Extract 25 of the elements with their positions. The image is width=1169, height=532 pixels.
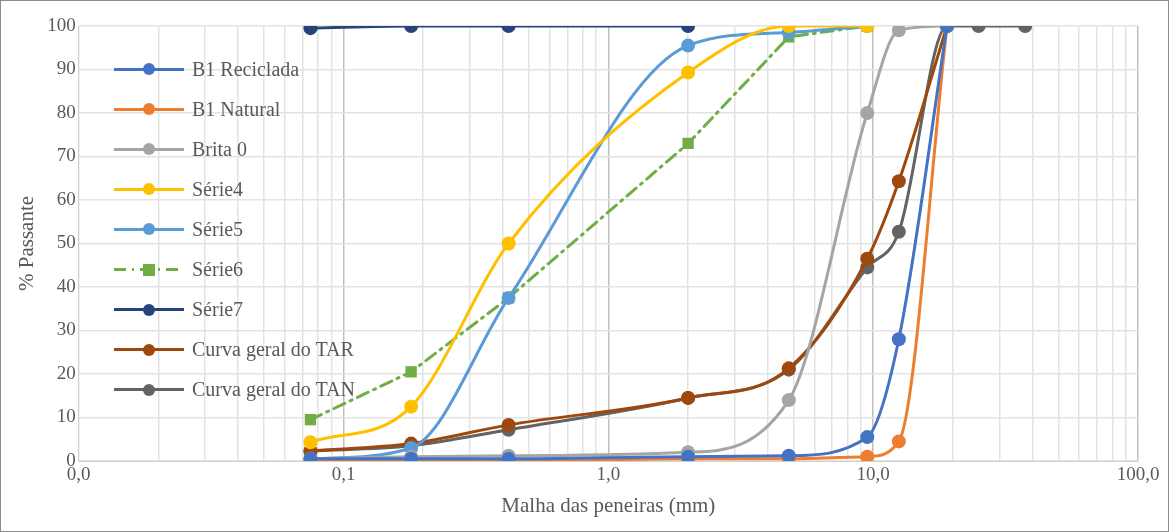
x-tick-label: 0,1: [331, 463, 356, 485]
x-tick-label: 10,0: [856, 463, 890, 485]
legend-label: Série5: [192, 217, 244, 241]
y-tick-label: 90: [56, 57, 76, 79]
y-tick-label: 100: [47, 13, 76, 35]
y-tick-label: 40: [56, 274, 76, 296]
legend-label: Curva geral do TAR: [192, 338, 354, 362]
legend-label: B1 Natural: [192, 97, 281, 121]
y-axis-title: % Passante: [14, 195, 39, 292]
x-tick-label: 100,0: [1116, 463, 1160, 485]
legend-label: Curva geral do TAN: [192, 378, 355, 402]
y-tick-label: 70: [56, 144, 76, 166]
y-tick-label: 60: [56, 187, 76, 209]
y-tick-label: 50: [56, 231, 76, 253]
x-axis-title: Malha das peneiras (mm): [501, 492, 716, 517]
legend-label: B1 Reciclada: [192, 57, 300, 81]
y-tick-label: 80: [56, 100, 76, 122]
legend-label: Brita 0: [192, 137, 247, 161]
x-tick-label: 1,0: [596, 463, 621, 485]
legend-label: Série7: [192, 298, 244, 322]
y-tick-label: 30: [56, 318, 76, 340]
y-tick-label: 20: [56, 361, 76, 383]
legend-label: Série6: [192, 258, 244, 282]
legend-label: Série4: [192, 177, 244, 201]
y-tick-label: 10: [56, 405, 76, 427]
